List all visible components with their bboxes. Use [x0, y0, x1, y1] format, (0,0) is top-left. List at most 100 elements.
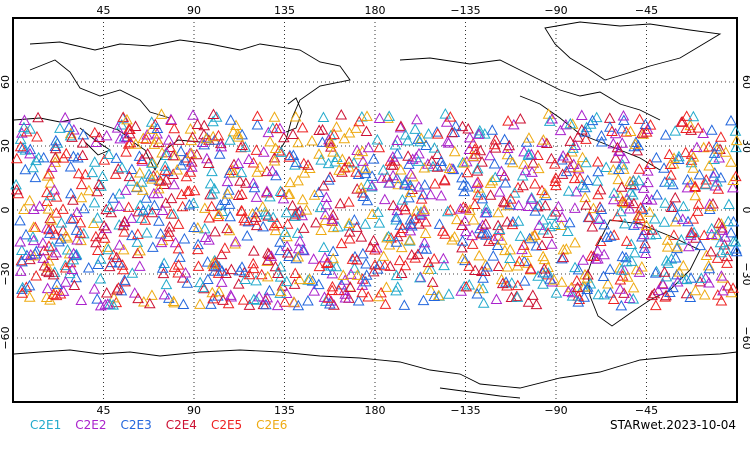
- observation-marker: [659, 129, 672, 140]
- lat-tick-left-4: −60: [0, 326, 12, 349]
- observation-marker: [351, 269, 364, 280]
- observation-marker: [247, 245, 260, 256]
- observation-marker: [366, 208, 378, 219]
- observation-marker: [572, 296, 585, 307]
- observation-marker: [212, 267, 225, 278]
- observation-marker: [247, 177, 260, 188]
- observation-marker: [437, 225, 449, 236]
- observation-marker: [673, 266, 686, 277]
- observation-marker: [677, 259, 690, 271]
- observation-marker: [322, 292, 335, 303]
- observation-marker: [549, 175, 562, 187]
- observation-marker: [235, 166, 248, 178]
- observation-marker: [575, 109, 588, 120]
- observation-marker: [44, 177, 57, 188]
- observation-marker: [76, 137, 89, 148]
- gridlines: [13, 18, 737, 402]
- observation-marker: [409, 123, 422, 134]
- observation-marker: [221, 188, 234, 199]
- observation-marker: [67, 194, 79, 205]
- observation-marker: [533, 199, 546, 210]
- observation-marker: [395, 120, 407, 131]
- observation-marker: [115, 284, 128, 296]
- observation-marker: [369, 258, 381, 270]
- observation-marker: [727, 235, 740, 247]
- observation-marker: [665, 169, 677, 180]
- observation-marker: [71, 233, 83, 245]
- observation-marker: [665, 253, 678, 264]
- observation-marker: [203, 134, 215, 145]
- observation-marker: [469, 264, 481, 276]
- observation-marker: [154, 227, 167, 239]
- observation-marker: [495, 273, 508, 285]
- observation-marker: [609, 152, 622, 163]
- observation-marker: [330, 260, 343, 272]
- observation-marker: [471, 189, 484, 200]
- observation-marker: [274, 271, 287, 282]
- observation-marker: [555, 276, 568, 287]
- observation-marker: [27, 249, 40, 261]
- observation-marker: [250, 191, 263, 202]
- observation-marker: [43, 223, 55, 235]
- observation-marker: [133, 166, 146, 178]
- observation-marker: [418, 179, 431, 190]
- observation-marker: [649, 299, 662, 311]
- observation-marker: [255, 268, 268, 280]
- observation-marker: [16, 255, 28, 267]
- observation-marker: [219, 194, 231, 205]
- observation-marker: [222, 297, 235, 309]
- observation-marker: [680, 122, 692, 134]
- observation-marker: [659, 197, 672, 208]
- observation-marker: [379, 298, 392, 309]
- observation-marker: [200, 132, 213, 144]
- observation-marker: [457, 179, 470, 190]
- observation-marker: [476, 219, 489, 231]
- observation-marker: [615, 181, 628, 192]
- lat-tick-left-1: 30: [0, 139, 12, 153]
- observation-marker: [42, 254, 55, 266]
- observation-marker: [538, 253, 551, 265]
- observation-marker: [351, 144, 363, 155]
- lon-tick-top-2: 135: [274, 4, 295, 17]
- observation-marker: [328, 128, 340, 140]
- observation-marker: [539, 199, 552, 211]
- observation-marker: [175, 188, 188, 200]
- observation-marker: [554, 124, 567, 136]
- observation-marker: [719, 146, 732, 157]
- observation-marker: [646, 289, 658, 301]
- coastline-antarctica: [13, 349, 738, 389]
- observation-marker: [23, 279, 36, 291]
- observation-marker: [113, 257, 125, 268]
- observation-marker: [590, 111, 603, 123]
- observation-marker: [74, 227, 87, 238]
- lat-tick-right-1: 30: [740, 139, 750, 153]
- observation-marker: [488, 138, 501, 150]
- observation-marker: [391, 134, 404, 145]
- observation-marker: [326, 280, 339, 292]
- observation-marker: [277, 131, 290, 143]
- observation-marker: [448, 145, 461, 157]
- observation-marker: [325, 137, 338, 148]
- observation-marker: [456, 241, 468, 253]
- observation-marker: [431, 161, 444, 172]
- observation-marker: [118, 215, 131, 227]
- observation-marker: [224, 289, 237, 300]
- observation-marker: [703, 159, 716, 171]
- observation-marker: [607, 193, 620, 205]
- observation-marker: [164, 141, 177, 152]
- observation-marker: [45, 214, 58, 225]
- observation-marker: [399, 203, 412, 215]
- observation-marker: [143, 297, 156, 309]
- lon-tick-top-0: 45: [97, 4, 111, 17]
- observation-marker: [185, 156, 198, 167]
- observation-marker: [715, 131, 727, 142]
- observation-marker: [366, 179, 379, 191]
- observation-marker: [586, 114, 599, 126]
- observation-marker: [350, 166, 362, 177]
- observation-marker: [495, 165, 508, 177]
- observation-marker: [10, 183, 23, 195]
- observation-marker: [669, 191, 682, 203]
- observation-marker: [694, 275, 706, 287]
- observation-marker: [414, 135, 426, 147]
- observation-marker: [403, 158, 415, 169]
